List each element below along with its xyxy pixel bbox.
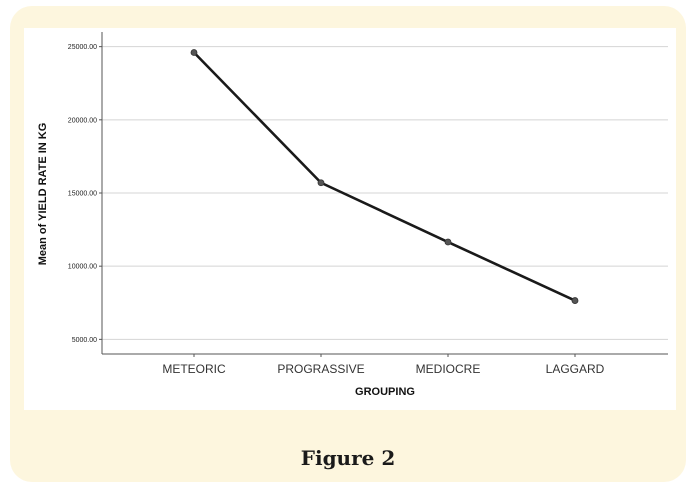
- y-tick-label-2: 15000.00: [68, 191, 97, 198]
- y-axis-title: Mean of YIELD RATE IN KG: [37, 123, 49, 266]
- x-tick-labels: METEORIC PROGRASSIVE MEDIOCRE LAGGARD: [162, 354, 605, 376]
- x-tick-label-1: PROGRASSIVE: [277, 362, 364, 376]
- data-point-0: [190, 49, 198, 56]
- x-tick-label-3: LAGGARD: [546, 362, 605, 376]
- gridlines: [102, 46, 668, 340]
- data-point-3: [571, 297, 579, 304]
- y-tick-labels: 5000.00 10000.00 15000.00 20000.00 25000.00: [68, 44, 102, 344]
- data-points: [190, 49, 579, 304]
- x-tick-label-2: MEDIOCRE: [416, 362, 481, 376]
- x-tick-label-0: METEORIC: [162, 362, 226, 376]
- data-point-2: [444, 238, 452, 246]
- y-tick-label-0: 5000.00: [72, 337, 97, 344]
- chart-panel: 5000.00 10000.00 15000.00 20000.00 25000.00 …: [24, 28, 676, 410]
- x-axis-title: GROUPING: [355, 386, 415, 398]
- series-lines: [192, 51, 577, 302]
- y-tick-label-4: 25000.00: [68, 44, 97, 51]
- data-point-1: [317, 179, 325, 187]
- line-chart: 5000.0010000.0015000.0020000.0025000.00 …: [37, 32, 668, 398]
- series-line-0: [192, 51, 577, 302]
- y-tick-label-1: 10000.00: [68, 264, 97, 271]
- y-tick-label-3: 20000.00: [68, 117, 97, 124]
- figure-caption: Figure 2: [300, 446, 396, 470]
